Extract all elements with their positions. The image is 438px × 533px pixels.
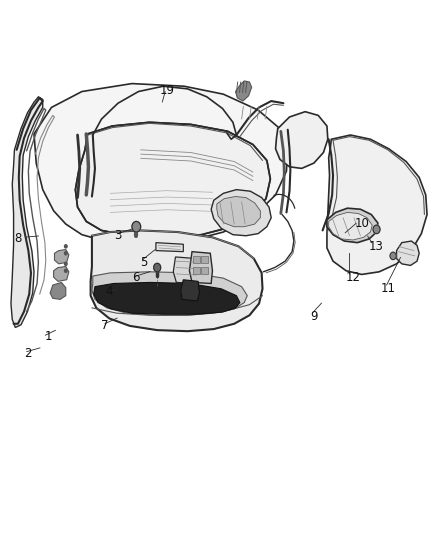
Text: 5: 5 — [141, 256, 148, 269]
Text: 7: 7 — [101, 319, 109, 333]
Polygon shape — [328, 213, 372, 240]
Circle shape — [132, 221, 141, 232]
Circle shape — [64, 262, 67, 265]
Text: 11: 11 — [380, 282, 396, 295]
Polygon shape — [53, 266, 69, 281]
Polygon shape — [156, 243, 184, 252]
Polygon shape — [201, 266, 208, 274]
Text: 12: 12 — [346, 271, 360, 284]
Polygon shape — [54, 249, 69, 264]
Text: 3: 3 — [114, 229, 122, 242]
Polygon shape — [11, 97, 43, 327]
Circle shape — [373, 225, 380, 233]
Polygon shape — [236, 81, 252, 101]
Text: 1: 1 — [45, 330, 52, 343]
Polygon shape — [327, 135, 427, 274]
Text: 19: 19 — [160, 84, 175, 97]
Polygon shape — [193, 256, 200, 263]
Circle shape — [154, 263, 161, 272]
Circle shape — [64, 252, 67, 255]
Circle shape — [390, 252, 396, 260]
Text: 8: 8 — [14, 232, 21, 245]
Text: 10: 10 — [354, 216, 369, 230]
Polygon shape — [217, 197, 260, 227]
Circle shape — [64, 245, 67, 248]
Text: 2: 2 — [24, 348, 31, 360]
Polygon shape — [50, 282, 66, 300]
Text: 4: 4 — [106, 286, 113, 298]
Polygon shape — [327, 208, 378, 243]
Polygon shape — [34, 84, 288, 245]
Text: 9: 9 — [310, 310, 318, 324]
Polygon shape — [276, 112, 328, 168]
Polygon shape — [75, 122, 270, 237]
Polygon shape — [201, 256, 208, 263]
Polygon shape — [181, 280, 199, 301]
Polygon shape — [396, 241, 419, 265]
Polygon shape — [92, 272, 247, 316]
Polygon shape — [94, 282, 240, 314]
Text: 13: 13 — [369, 240, 384, 253]
Polygon shape — [211, 190, 271, 236]
Polygon shape — [91, 230, 262, 331]
Polygon shape — [189, 252, 212, 284]
Text: 6: 6 — [133, 271, 140, 284]
Polygon shape — [193, 266, 200, 274]
Circle shape — [64, 269, 67, 272]
Polygon shape — [173, 257, 199, 284]
